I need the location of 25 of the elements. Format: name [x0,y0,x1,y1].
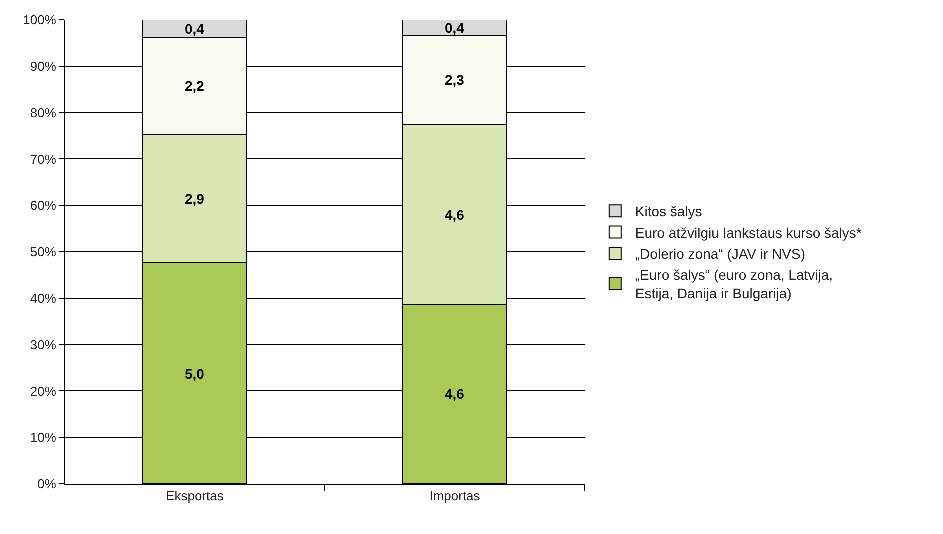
annotation: 4,6 [445,207,465,223]
y-tick-label: 100% [23,12,57,28]
annotation: 2,9 [185,191,205,207]
annotation: 2,3 [445,72,465,88]
legend-label: „Dolerio zona“ (JAV ir NVS) [635,246,806,262]
y-tick-label: 10% [30,430,57,446]
legend-label: Kitos šalys [635,204,702,220]
annotation: 4,6 [445,386,465,402]
y-tick-label: 70% [30,152,57,167]
y-tick-label: 90% [30,58,57,74]
y-tick-label: 20% [30,384,57,399]
x-tick-label: Eksportas [166,488,224,504]
x-tick-label: Importas [430,488,481,504]
annotation: 5,0 [185,366,205,382]
legend-label: Euro atžvilgiu lankstaus kurso šalys* [635,224,862,241]
y-tick-label: 50% [30,244,57,260]
y-tick-label: 0% [38,476,57,492]
y-tick-label: 40% [30,290,57,306]
annotation: 0,4 [445,20,465,36]
y-tick-label: 30% [30,337,57,352]
y-tick-label: 80% [30,105,57,120]
legend-label: „Euro šalys“ (euro zona, Latvija, Estija, Danija ir Bulgarija) [635,267,834,302]
annotation: 2,2 [185,78,205,94]
annotation: 0,4 [185,21,205,37]
y-tick-label: 60% [30,198,57,214]
